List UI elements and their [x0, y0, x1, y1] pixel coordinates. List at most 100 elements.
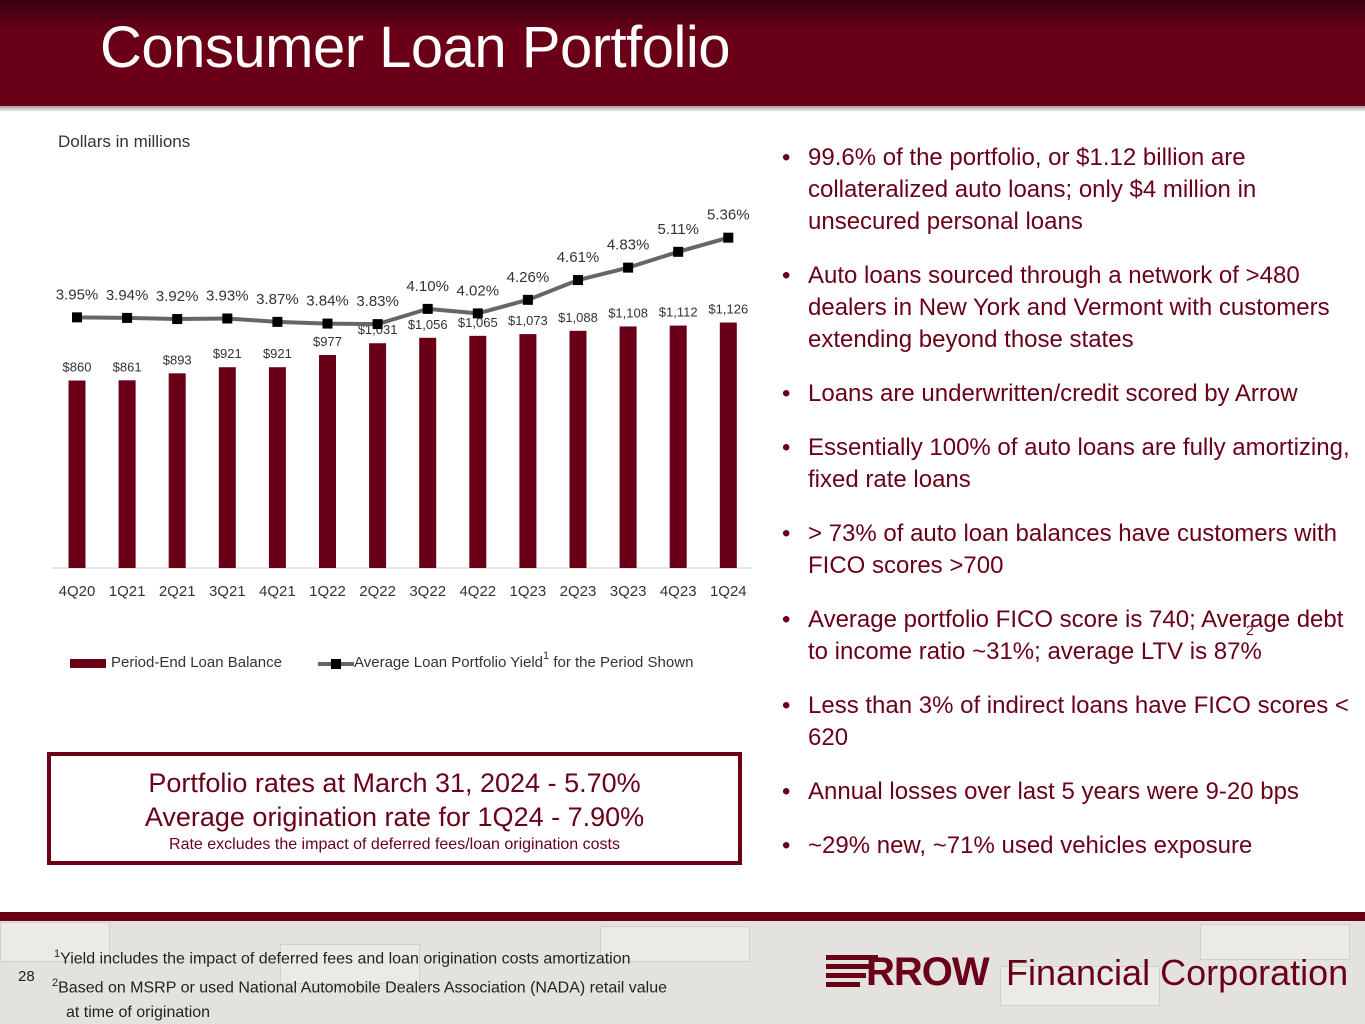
x-tick-label: 4Q22: [459, 583, 496, 600]
x-tick-label: 1Q21: [109, 583, 146, 600]
bullet-text: Annual losses over last 5 years were 9-2…: [808, 778, 1299, 805]
yield-point: [122, 312, 133, 323]
legend-line-label-sup: 1: [543, 650, 550, 662]
yield-point: [573, 275, 583, 286]
callout-note: Rate excludes the impact of deferred fee…: [169, 836, 620, 853]
yield-point: [422, 303, 433, 314]
footer-divider: [0, 912, 1365, 921]
yield-value-label: 4.02%: [457, 282, 500, 299]
bullet-item: • Loans are underwritten/credit scored by…: [780, 378, 1365, 410]
logo-brand: RROW: [866, 950, 990, 994]
footnote-1-text: Yield includes the impact of deferred fe…: [60, 950, 631, 968]
bar-value-label: $1,126: [708, 302, 748, 317]
x-tick-label: 3Q23: [610, 583, 647, 600]
bar: [218, 367, 236, 568]
legend-bar-swatch: [70, 659, 106, 668]
yield-value-label: 3.93%: [206, 287, 249, 304]
yield-point: [522, 294, 533, 305]
yield-point: [172, 314, 183, 325]
bar-value-label: $1,112: [659, 305, 698, 320]
x-tick-label: 3Q22: [409, 583, 446, 600]
legend-bar-label: Period-End Loan Balance: [111, 654, 282, 671]
bar: [519, 334, 537, 568]
bar: [669, 325, 687, 568]
bar-value-label: $861: [113, 359, 142, 374]
footnote-2: 2Based on MSRP or used National Automobi…: [52, 971, 667, 1000]
bar: [619, 326, 637, 568]
page-number: 28: [18, 968, 35, 985]
combo-chart: $860 4Q20 $861 1Q21 $893 2Q21 $921 3Q21 $921 4Q21…: [52, 207, 752, 600]
ltv-footnote-sup: 2: [1246, 622, 1254, 638]
bar-value-label: $1,073: [508, 313, 548, 328]
yield-line: [76, 235, 729, 327]
yield-point: [472, 308, 483, 319]
yield-value-label: 3.95%: [56, 286, 99, 303]
footnote-1: 1Yield includes the impact of deferred f…: [52, 942, 667, 971]
legend-line-label-post: for the Period Shown: [549, 654, 694, 671]
bar-value-label: $921: [213, 346, 242, 361]
yield-value-label: 3.83%: [356, 293, 399, 310]
yield-value-label: 4.83%: [607, 237, 650, 254]
bar: [118, 380, 136, 568]
yield-point: [673, 246, 684, 257]
bullet-dot: •: [782, 434, 791, 461]
footnote-2-text: Based on MSRP or used National Automobil…: [58, 979, 668, 997]
callout-portfolio-rate: Portfolio rates at March 31, 2024 - 5.70…: [148, 768, 641, 798]
bar: [719, 322, 737, 568]
bullet-item: • ~29% new, ~71% used vehicles exposure: [780, 830, 1365, 862]
bar-value-label: $921: [263, 346, 292, 361]
bullet-text: Loans are underwritten/credit scored by …: [808, 380, 1298, 407]
bar: [419, 337, 437, 568]
yield-point: [322, 318, 333, 329]
brick-texture: [280, 944, 420, 984]
yield-point: [723, 232, 734, 243]
footnote-2-sup: 2: [52, 977, 59, 990]
yield-value-label: 4.26%: [507, 269, 550, 286]
brick-texture: [1200, 924, 1350, 960]
x-tick-label: 4Q23: [660, 583, 697, 600]
title-bar: [0, 0, 1365, 106]
bar: [319, 355, 336, 568]
brick-texture: [1000, 966, 1160, 1006]
x-tick-label: 1Q24: [710, 583, 747, 600]
page-title: Consumer Loan Portfolio: [100, 15, 731, 80]
bullet-item: • Annual losses over last 5 years were 9-…: [780, 776, 1365, 808]
footnote-1-sup: 1: [54, 948, 61, 960]
bullet-text: Essentially 100% of auto loans are fully…: [808, 434, 1350, 493]
bullet-item: • Essentially 100% of auto loans are full…: [780, 432, 1365, 496]
x-tick-label: 3Q21: [209, 583, 246, 600]
bullet-dot: •: [782, 832, 791, 859]
x-tick-label: 2Q22: [359, 583, 396, 600]
yield-value-label: 4.61%: [557, 249, 600, 266]
yield-value-label: 3.87%: [256, 291, 299, 308]
brick-texture: [0, 922, 110, 962]
x-tick-label: 4Q20: [59, 583, 96, 600]
bullet-text: Auto loans sourced through a network of …: [808, 262, 1330, 353]
bar-value-label: $977: [313, 334, 342, 349]
bar-value-label: $1,056: [408, 317, 448, 332]
x-tick-label: 2Q21: [159, 583, 196, 600]
bullet-dot: •: [782, 262, 791, 289]
yield-value-label: 4.10%: [406, 278, 449, 295]
footnotes: 1Yield includes the impact of deferred f…: [52, 942, 667, 1024]
bullet-text: > 73% of auto loan balances have custome…: [808, 520, 1337, 579]
bullet-item: • Auto loans sourced through a network of…: [780, 260, 1365, 356]
units-label: Dollars in millions: [58, 132, 191, 151]
legend-line-label-pre: Average Loan Portfolio Yield: [354, 654, 544, 671]
bullet-dot: •: [782, 692, 791, 719]
bar: [268, 367, 286, 568]
bullet-dot: •: [782, 606, 791, 633]
bar-value-label: $1,065: [458, 315, 498, 330]
yield-point: [623, 262, 634, 273]
bullet-item: • > 73% of auto loan balances have custom…: [780, 518, 1365, 582]
bar-value-label: $1,088: [558, 310, 598, 325]
yield-value-label: 3.84%: [306, 293, 349, 310]
bullet-item: • Less than 3% of indirect loans have FIC…: [780, 690, 1365, 754]
bar: [569, 330, 587, 568]
logo-stripes-icon: [826, 955, 878, 995]
bullet-text: Average portfolio FICO score is 740; Ave…: [808, 606, 1344, 665]
yield-value-label: 3.92%: [156, 288, 199, 305]
brick-texture: [600, 926, 750, 962]
bullet-item: • Average portfolio FICO score is 740; Av…: [780, 604, 1365, 668]
bar-value-label: $860: [63, 360, 92, 375]
